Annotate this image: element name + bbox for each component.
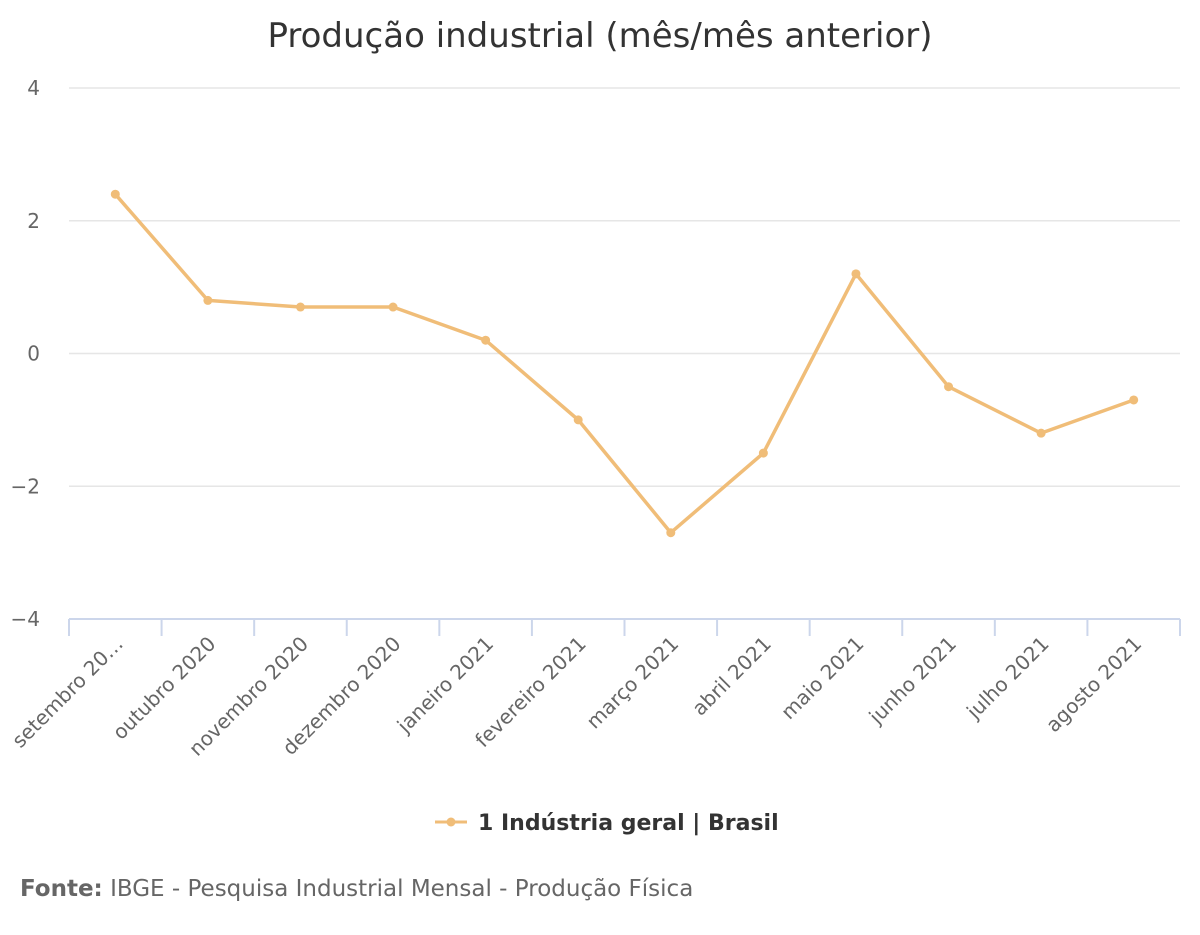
x-tick-label: julho 2021 [961,632,1054,725]
data-point[interactable] [388,302,398,312]
x-tick-label: setembro 20… [7,632,128,753]
chart-title: Produção industrial (mês/mês anterior) [267,16,932,56]
data-point[interactable] [1129,395,1139,405]
legend-dot-marker [446,817,456,827]
x-axis [68,618,1181,636]
data-point[interactable] [110,189,120,199]
source-text: IBGE - Pesquisa Industrial Mensal - Prod… [110,876,694,902]
data-point[interactable] [666,528,676,538]
source-label: Fonte: [20,876,103,902]
y-tick-label: 0 [27,342,40,366]
x-tick-label: maio 2021 [776,632,868,724]
y-tick-label: −2 [11,474,40,498]
series-group [110,189,1139,538]
data-point[interactable] [295,302,305,312]
y-tick-label: 4 [27,76,40,100]
data-point[interactable] [944,382,954,392]
data-point[interactable] [851,269,861,279]
legend-label: 1 Indústria geral | Brasil [478,811,779,836]
data-point[interactable] [203,295,213,305]
y-tick-label: −4 [11,607,40,631]
grid-lines [69,87,1180,487]
x-tick-label: agosto 2021 [1041,632,1146,737]
series-line [113,192,1136,535]
data-point[interactable] [481,335,491,345]
legend[interactable]: 1 Indústria geral | Brasil [435,811,779,836]
y-axis-ticks: 4 2 0 −2 −4 [11,76,40,631]
data-point[interactable] [758,448,768,458]
source-note: Fonte: IBGE - Pesquisa Industrial Mensal… [20,876,693,902]
x-tick-label: abril 2021 [687,632,776,721]
data-point[interactable] [1036,428,1046,438]
data-point[interactable] [573,415,583,425]
y-tick-label: 2 [27,209,40,233]
x-tick-label: junho 2021 [863,632,961,730]
x-tick-label: março 2021 [581,632,683,734]
